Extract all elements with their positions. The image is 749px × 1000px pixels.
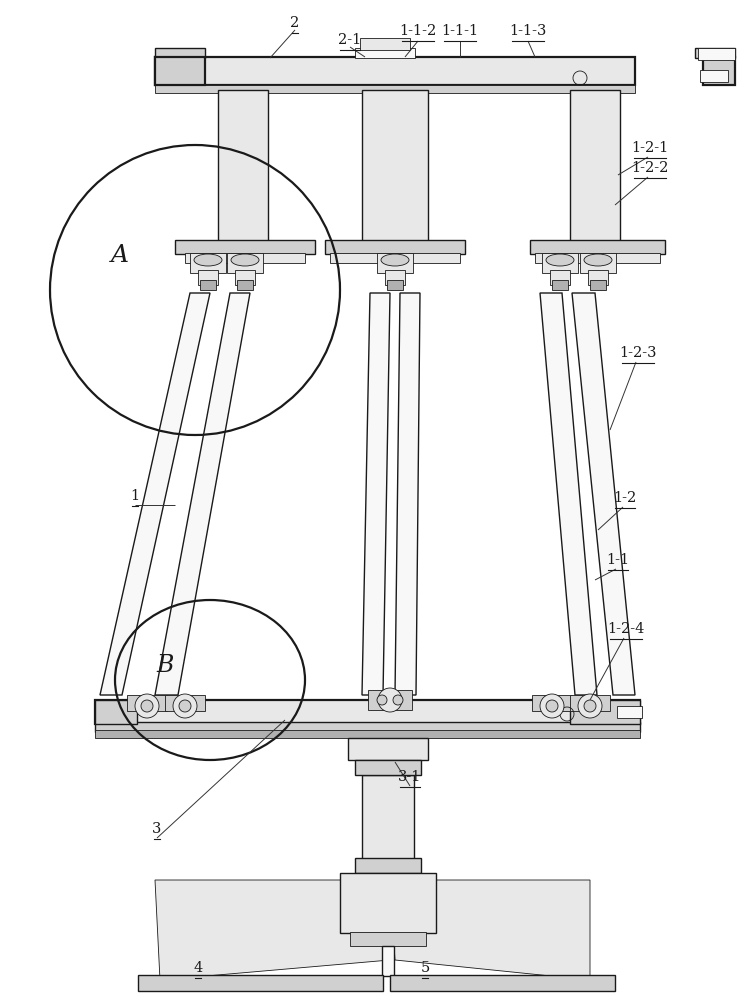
- Bar: [198, 270, 218, 285]
- Text: B: B: [157, 654, 174, 676]
- Text: 1-2-1: 1-2-1: [631, 141, 669, 155]
- Text: 1: 1: [130, 489, 139, 503]
- Polygon shape: [540, 293, 597, 695]
- Bar: [377, 253, 413, 273]
- Text: 1-1: 1-1: [607, 553, 630, 567]
- Text: 1-1-3: 1-1-3: [509, 24, 547, 38]
- Text: 3: 3: [152, 822, 162, 836]
- Bar: [95, 700, 137, 724]
- Circle shape: [179, 700, 191, 712]
- Bar: [165, 695, 205, 711]
- Bar: [95, 722, 640, 732]
- Bar: [588, 270, 608, 285]
- Bar: [155, 85, 635, 93]
- Circle shape: [584, 700, 596, 712]
- Bar: [362, 90, 428, 245]
- Bar: [532, 695, 572, 711]
- Bar: [355, 760, 421, 775]
- Bar: [330, 253, 460, 263]
- Bar: [350, 932, 426, 946]
- Circle shape: [546, 700, 558, 712]
- Bar: [617, 706, 642, 718]
- Bar: [698, 48, 735, 60]
- Bar: [387, 280, 403, 290]
- Bar: [355, 48, 415, 58]
- Ellipse shape: [546, 254, 574, 266]
- Text: 1-2-3: 1-2-3: [619, 346, 657, 360]
- Bar: [237, 280, 253, 290]
- Text: A: A: [111, 243, 129, 266]
- Circle shape: [578, 694, 602, 718]
- Bar: [355, 858, 421, 873]
- Polygon shape: [390, 880, 590, 980]
- Circle shape: [378, 688, 402, 712]
- Circle shape: [377, 695, 387, 705]
- Bar: [552, 280, 568, 290]
- Bar: [570, 90, 620, 245]
- Bar: [542, 253, 578, 273]
- Ellipse shape: [231, 254, 259, 266]
- Bar: [127, 695, 167, 711]
- Bar: [348, 738, 428, 760]
- Bar: [390, 975, 615, 991]
- Bar: [530, 240, 665, 254]
- Bar: [535, 253, 660, 263]
- Text: 3-1: 3-1: [398, 770, 422, 784]
- Bar: [340, 873, 436, 933]
- Bar: [155, 57, 635, 85]
- Bar: [700, 70, 728, 82]
- Bar: [95, 700, 640, 724]
- Text: 1-2-4: 1-2-4: [607, 622, 645, 636]
- Bar: [185, 253, 305, 263]
- Circle shape: [135, 694, 159, 718]
- Bar: [360, 38, 410, 50]
- Circle shape: [173, 694, 197, 718]
- Bar: [227, 253, 263, 273]
- Bar: [362, 775, 414, 860]
- Polygon shape: [362, 293, 390, 695]
- Bar: [703, 57, 735, 85]
- Bar: [580, 253, 616, 273]
- Text: 1-2-2: 1-2-2: [631, 161, 669, 175]
- Bar: [155, 48, 205, 58]
- Polygon shape: [100, 293, 210, 695]
- Bar: [200, 280, 216, 290]
- Ellipse shape: [381, 254, 409, 266]
- Bar: [175, 240, 315, 254]
- Circle shape: [141, 700, 153, 712]
- Bar: [155, 57, 205, 85]
- Bar: [590, 280, 606, 290]
- Bar: [235, 270, 255, 285]
- Bar: [190, 253, 226, 273]
- Circle shape: [393, 695, 403, 705]
- Polygon shape: [572, 293, 635, 695]
- Text: 2: 2: [291, 16, 300, 30]
- Bar: [570, 700, 640, 724]
- Bar: [382, 946, 394, 976]
- Text: 1-1-2: 1-1-2: [399, 24, 437, 38]
- Bar: [95, 730, 640, 738]
- Text: 4: 4: [193, 961, 203, 975]
- Bar: [138, 975, 383, 991]
- Text: 1-1-1: 1-1-1: [441, 24, 479, 38]
- Ellipse shape: [194, 254, 222, 266]
- Polygon shape: [155, 293, 250, 695]
- Text: 2-1: 2-1: [339, 33, 362, 47]
- Polygon shape: [395, 293, 420, 695]
- Ellipse shape: [584, 254, 612, 266]
- Bar: [385, 270, 405, 285]
- Bar: [695, 48, 735, 58]
- Circle shape: [540, 694, 564, 718]
- Polygon shape: [155, 880, 390, 980]
- Bar: [325, 240, 465, 254]
- Bar: [570, 695, 610, 711]
- Text: 1-2: 1-2: [613, 491, 637, 505]
- Bar: [550, 270, 570, 285]
- Text: 5: 5: [420, 961, 430, 975]
- Bar: [218, 90, 268, 245]
- Bar: [368, 690, 412, 710]
